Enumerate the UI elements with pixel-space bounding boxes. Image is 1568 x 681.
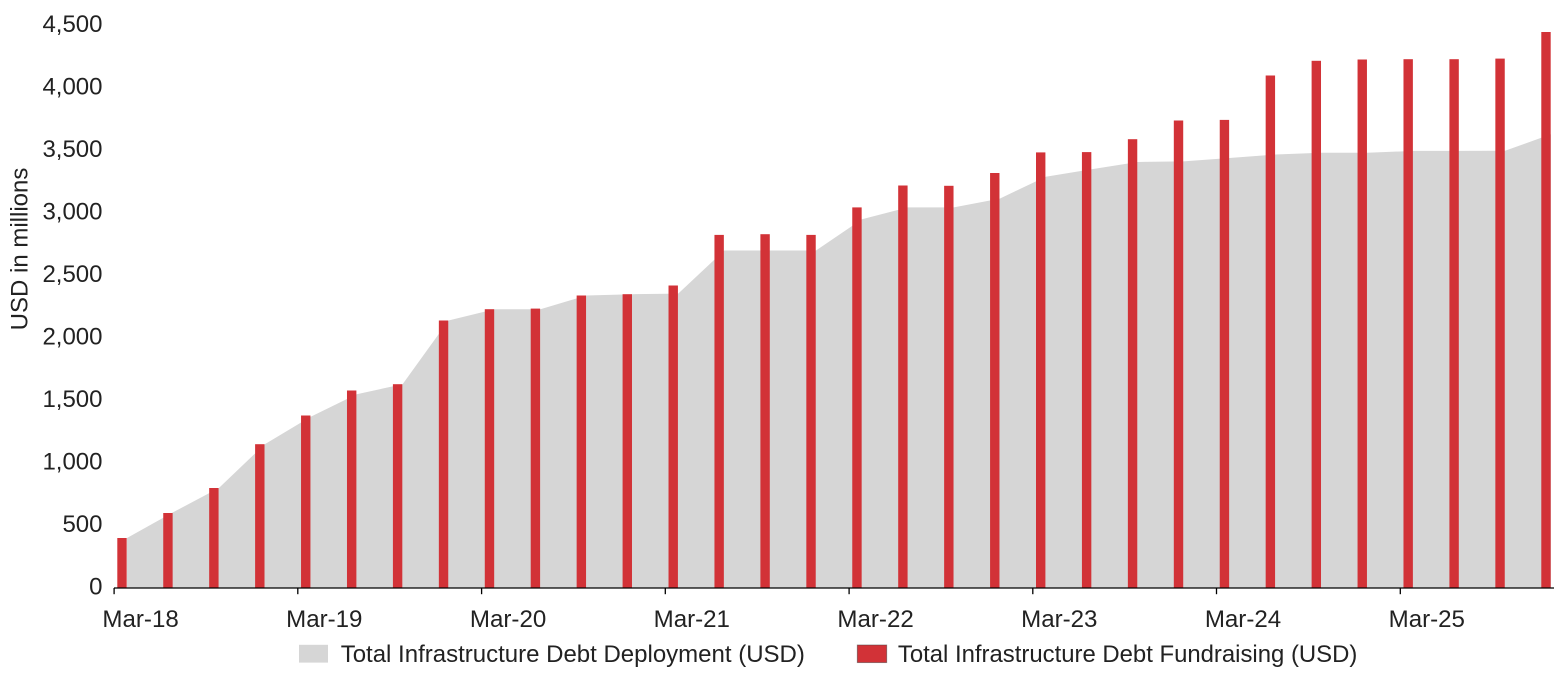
svg-text:Mar-20: Mar-20 (470, 606, 546, 633)
svg-text:4,000: 4,000 (42, 74, 102, 101)
svg-text:Total Infrastructure Debt Depl: Total Infrastructure Debt Deployment (US… (341, 641, 805, 668)
svg-text:USD in millions: USD in millions (6, 168, 33, 331)
svg-text:Mar-18: Mar-18 (102, 606, 178, 633)
svg-text:Mar-22: Mar-22 (837, 606, 913, 633)
svg-text:3,500: 3,500 (42, 136, 102, 163)
svg-text:2,500: 2,500 (42, 261, 102, 288)
svg-text:0: 0 (89, 574, 102, 601)
svg-text:Mar-24: Mar-24 (1205, 606, 1281, 633)
svg-text:Mar-25: Mar-25 (1389, 606, 1465, 633)
svg-text:1,000: 1,000 (42, 449, 102, 476)
svg-text:500: 500 (62, 511, 102, 538)
svg-text:Mar-23: Mar-23 (1021, 606, 1097, 633)
svg-text:2,000: 2,000 (42, 324, 102, 351)
svg-text:1,500: 1,500 (42, 386, 102, 413)
svg-text:Mar-21: Mar-21 (654, 606, 730, 633)
svg-text:4,500: 4,500 (42, 11, 102, 38)
svg-text:3,000: 3,000 (42, 199, 102, 226)
svg-text:Total Infrastructure Debt Fund: Total Infrastructure Debt Fundraising (U… (898, 641, 1357, 668)
svg-text:Mar-19: Mar-19 (286, 606, 362, 633)
